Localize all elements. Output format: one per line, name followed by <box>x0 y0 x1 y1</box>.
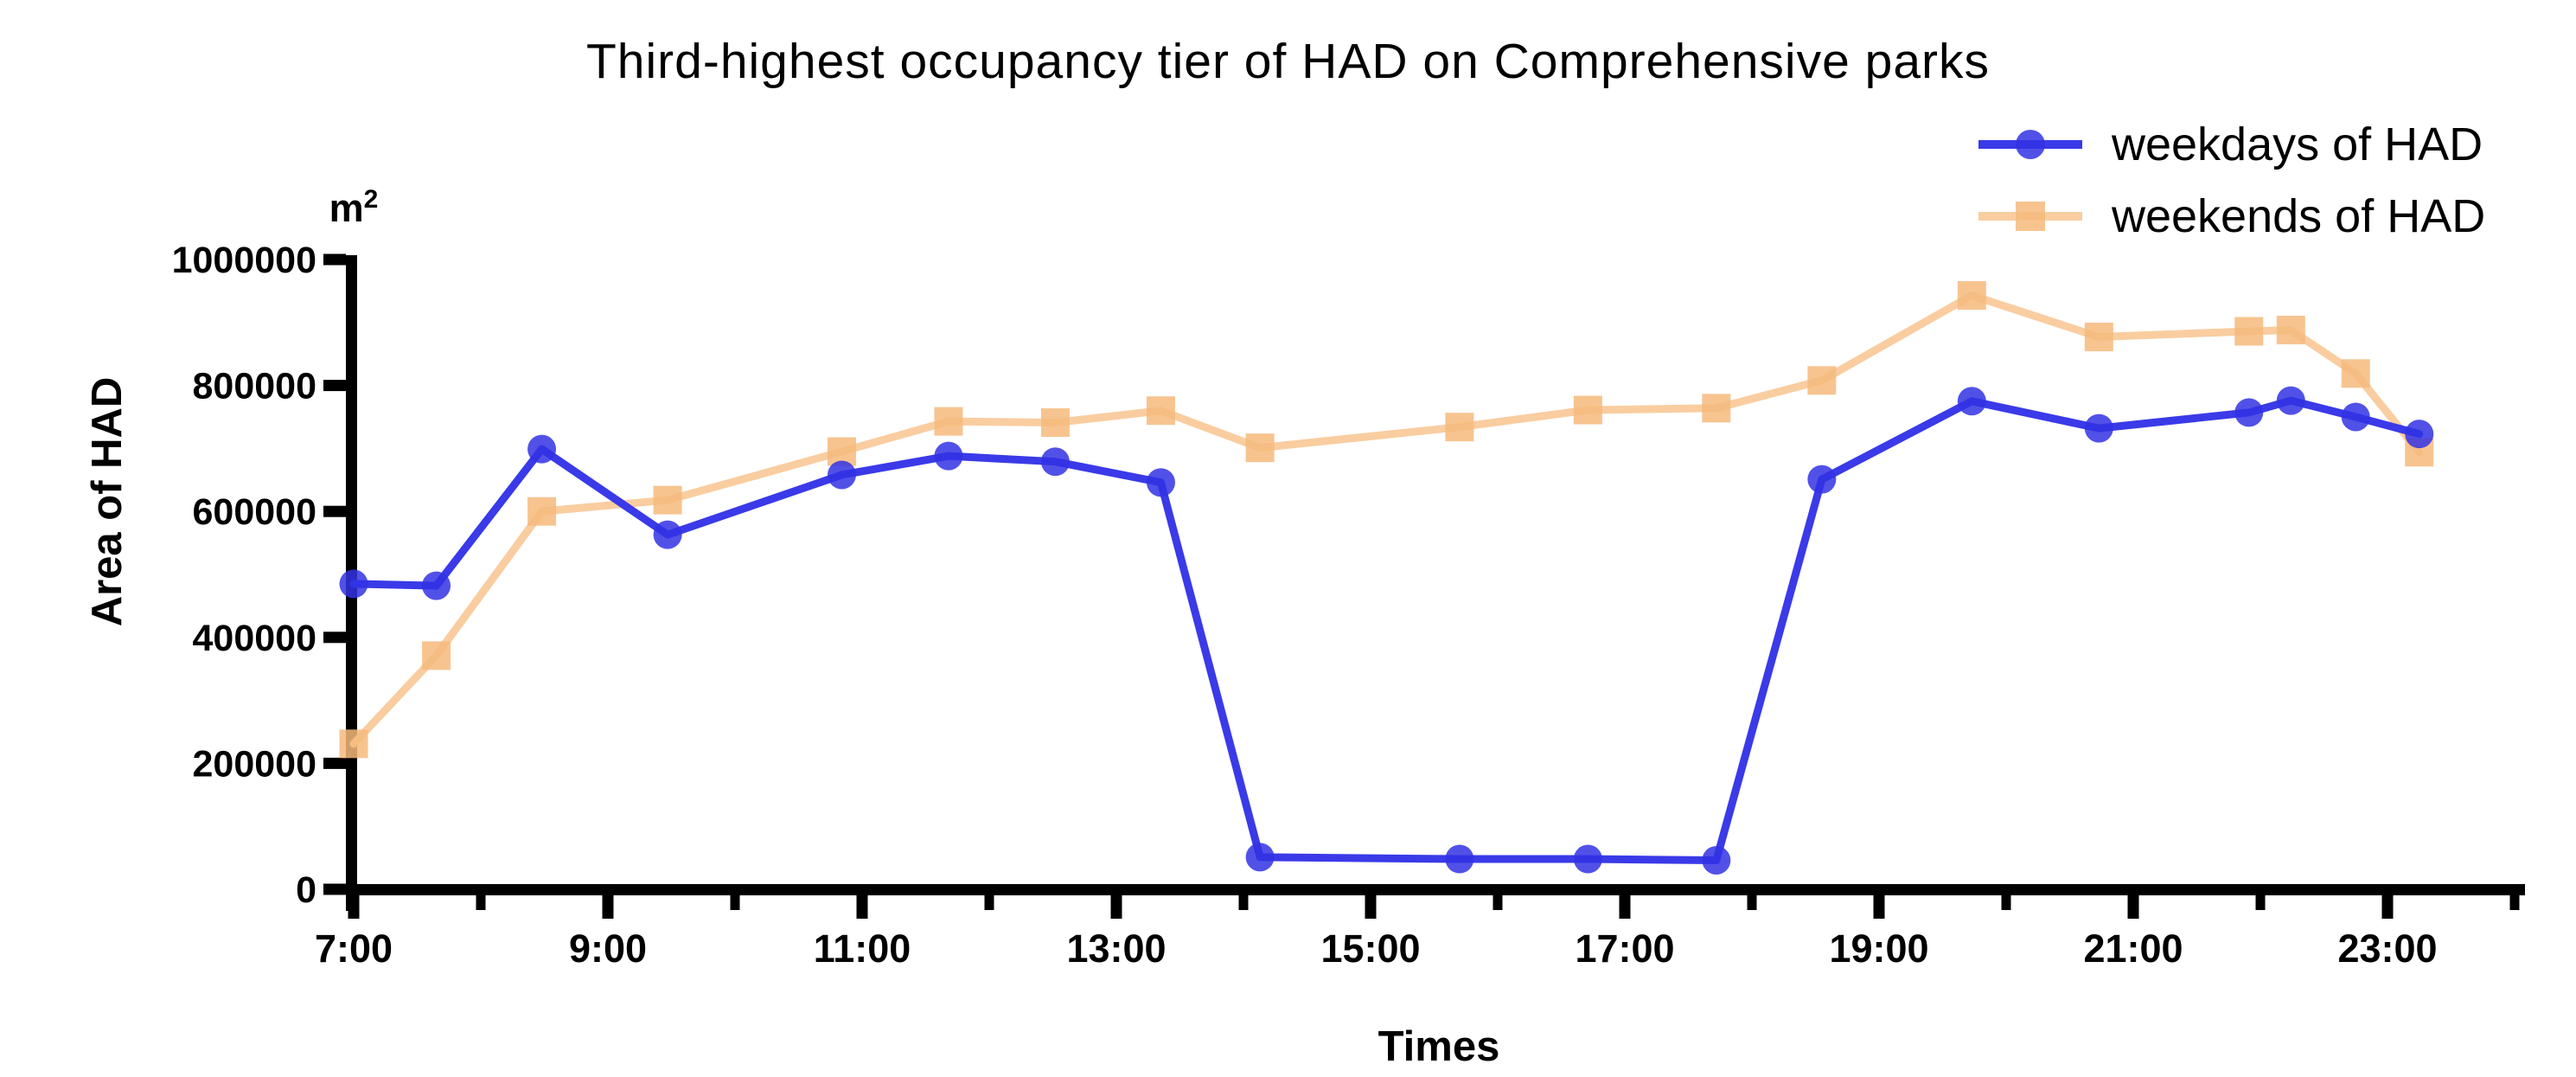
weekends-marker <box>653 485 682 515</box>
y-tick-label: 600000 <box>193 491 317 533</box>
weekdays-marker <box>2341 402 2370 432</box>
x-tick <box>1365 895 1377 919</box>
x-minor-tick <box>984 895 994 910</box>
y-tick <box>323 253 346 266</box>
weekends-marker <box>2341 359 2370 388</box>
weekdays-marker <box>2234 398 2264 427</box>
weekdays-marker <box>1573 844 1602 874</box>
weekends-marker <box>1573 395 1602 425</box>
weekdays-marker <box>653 520 682 549</box>
weekends-line <box>349 291 2424 748</box>
weekdays-marker <box>2084 413 2113 443</box>
weekends-marker <box>1040 408 1070 438</box>
weekends-marker <box>1146 396 1175 426</box>
x-tick <box>2381 895 2394 919</box>
x-tick <box>348 895 360 919</box>
x-tick <box>2127 895 2139 919</box>
legend-label-weekdays: weekdays of HAD <box>2112 119 2483 170</box>
x-minor-tick <box>1238 895 1249 910</box>
x-minor-tick <box>2001 895 2011 910</box>
weekends-marker <box>1957 280 1986 310</box>
weekdays-marker <box>1245 843 1275 872</box>
x-tick-label: 7:00 <box>315 926 393 971</box>
x-minor-tick <box>730 895 740 910</box>
x-tick-label: 13:00 <box>1066 926 1166 971</box>
weekdays-marker <box>422 571 451 600</box>
x-minor-tick <box>1493 895 1503 910</box>
x-tick-label: 9:00 <box>569 926 647 971</box>
chart-title: Third-highest occupancy tier of HAD on C… <box>585 34 1991 89</box>
legend-item-weekends: weekends of HAD <box>1977 185 2485 247</box>
x-tick <box>602 895 614 919</box>
weekdays-legend-swatch <box>1978 130 2082 159</box>
legend-label-weekends: weekends of HAD <box>2112 190 2486 242</box>
x-minor-tick <box>2509 895 2520 910</box>
x-tick-label: 21:00 <box>2083 926 2183 971</box>
weekends-marker <box>2234 317 2264 346</box>
x-tick-label: 17:00 <box>1575 926 1674 971</box>
weekends-marker <box>1245 433 1275 463</box>
y-tick <box>323 631 346 644</box>
weekdays-line <box>349 396 2424 865</box>
y-tick <box>323 380 346 392</box>
weekends-marker <box>339 729 368 759</box>
y-tick-label: 200000 <box>193 743 317 785</box>
legend-item-weekdays: weekdays of HAD <box>1977 113 2483 176</box>
y-tick <box>323 757 346 769</box>
y-tick-label: 800000 <box>193 366 317 407</box>
x-tick-label: 15:00 <box>1320 926 1420 971</box>
weekends-marker <box>527 497 557 526</box>
x-axis-title: Times <box>1377 1023 1500 1070</box>
x-minor-tick <box>1747 895 1757 910</box>
weekdays-marker <box>1040 447 1070 477</box>
weekdays-marker <box>934 441 963 471</box>
weekdays-marker <box>1807 465 1837 494</box>
weekends-marker <box>422 641 451 670</box>
x-tick <box>1110 895 1122 919</box>
x-axis-line <box>346 884 2525 895</box>
y-tick-label: 400000 <box>193 618 317 659</box>
y-tick-label: 0 <box>296 869 316 911</box>
x-tick-label: 19:00 <box>1829 926 1928 971</box>
weekends-legend-swatch <box>1978 202 2082 231</box>
weekdays-marker <box>2276 386 2305 415</box>
weekdays-marker <box>1957 387 1986 416</box>
weekdays-marker <box>527 434 557 464</box>
y-tick-label: 1000000 <box>172 240 316 281</box>
weekdays-marker <box>2405 420 2434 449</box>
weekends-marker <box>2084 323 2113 352</box>
weekends-marker <box>1445 413 1474 442</box>
weekdays-marker <box>1445 844 1474 874</box>
y-tick <box>323 505 346 517</box>
weekends-marker <box>934 407 963 436</box>
weekdays-marker <box>339 569 368 599</box>
x-tick <box>1619 895 1631 919</box>
x-tick-label: 11:00 <box>814 926 911 971</box>
x-minor-tick <box>476 895 486 910</box>
x-minor-tick <box>2255 895 2266 910</box>
x-tick <box>856 895 868 919</box>
weekdays-marker <box>1702 846 1731 875</box>
weekdays-legend-marker-icon <box>2016 130 2045 159</box>
x-tick <box>1873 895 1885 919</box>
weekends-marker <box>2276 316 2305 345</box>
y-axis-unit: m2 <box>329 185 379 230</box>
weekdays-marker <box>827 460 856 490</box>
weekends-marker <box>1702 394 1731 423</box>
weekends-legend-marker-icon <box>2016 202 2045 231</box>
x-tick-label: 23:00 <box>2337 926 2437 971</box>
y-tick <box>323 883 346 895</box>
weekdays-marker <box>1146 468 1175 497</box>
weekends-marker <box>1807 366 1837 395</box>
